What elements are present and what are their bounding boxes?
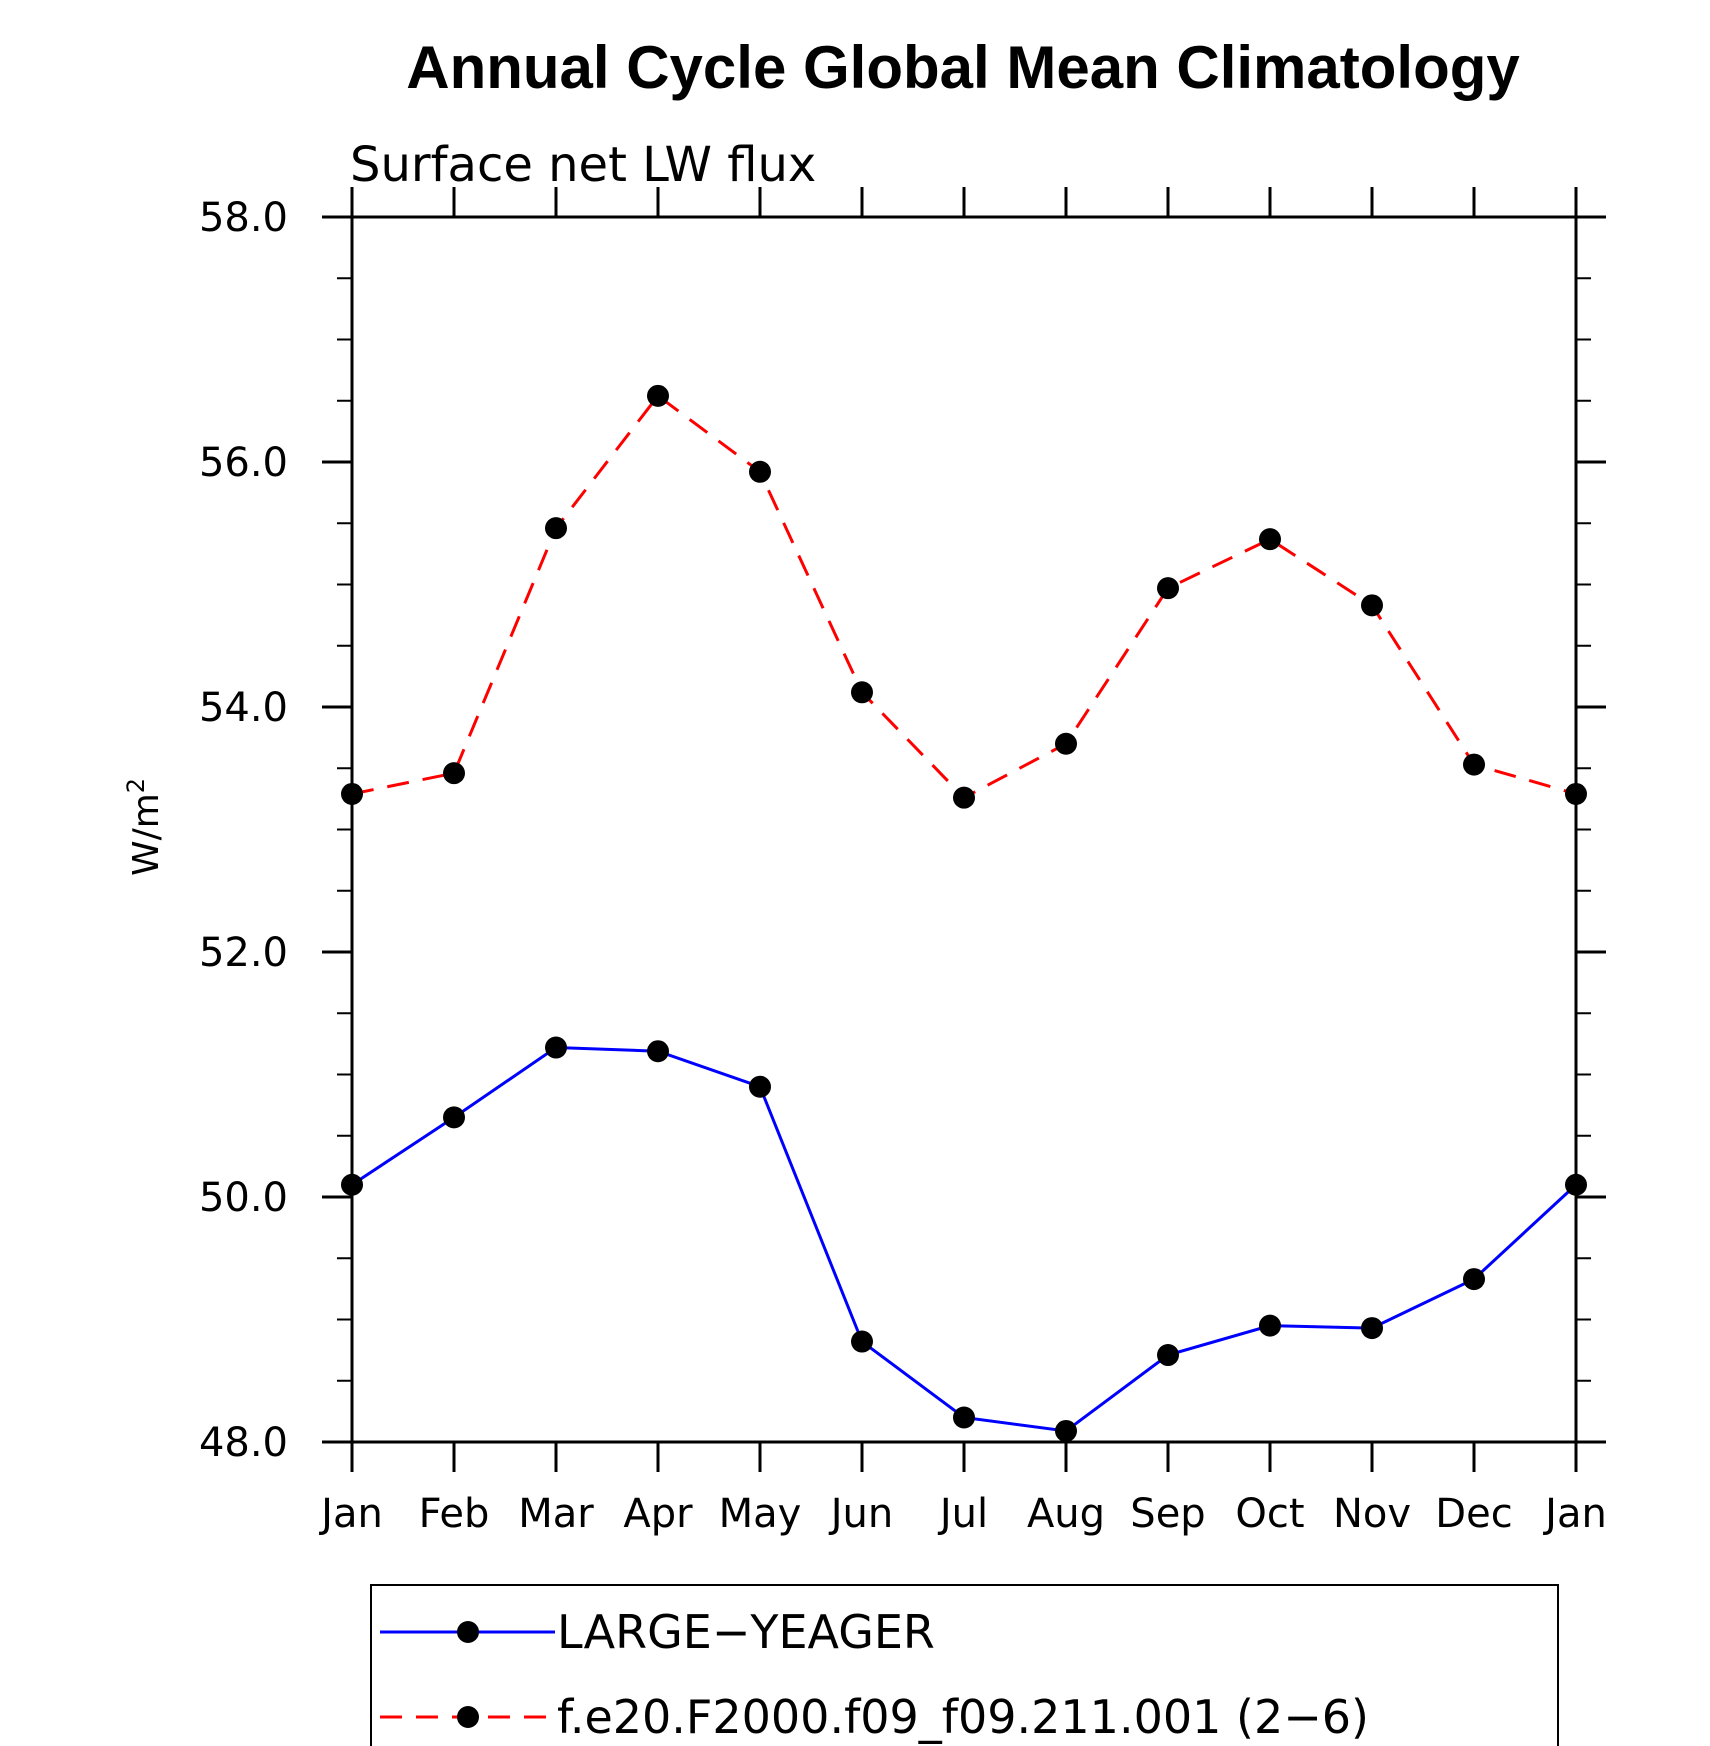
y-axis-label: W/m2 xyxy=(122,778,167,876)
chart-title: Annual Cycle Global Mean Climatology xyxy=(406,34,1520,101)
series-1-point xyxy=(1259,528,1281,551)
series-1-point xyxy=(1565,782,1587,805)
y-tick-label: 50.0 xyxy=(199,1175,288,1221)
x-tick-label: Dec xyxy=(1435,1491,1512,1537)
legend-box xyxy=(370,1584,1559,1746)
series-0-point xyxy=(1157,1344,1179,1367)
series-0-point xyxy=(1463,1268,1485,1291)
x-tick-label: Jun xyxy=(828,1491,894,1537)
x-tick-label: Mar xyxy=(518,1491,594,1537)
series-0-point xyxy=(647,1040,669,1063)
series-layer xyxy=(341,384,1587,1442)
y-tick-label: 54.0 xyxy=(199,685,288,731)
series-1-point xyxy=(953,786,975,809)
series-1-point xyxy=(341,782,363,805)
series-1-point xyxy=(647,384,669,407)
series-line-0 xyxy=(351,1046,1578,1433)
y-tick-label: 52.0 xyxy=(199,930,288,976)
legend-marker-0 xyxy=(457,1621,479,1643)
legend-label-0: LARGE−YEAGER xyxy=(557,1605,935,1659)
chart-subtitle: Surface net LW flux xyxy=(350,137,816,193)
series-0-point xyxy=(443,1106,465,1129)
x-tick-label: Jan xyxy=(1542,1491,1607,1537)
x-tick-label: Feb xyxy=(419,1491,490,1537)
series-1-point xyxy=(443,762,465,785)
series-0-point xyxy=(1565,1173,1587,1196)
x-tick-label: May xyxy=(719,1491,802,1537)
x-tick-label: Sep xyxy=(1130,1491,1205,1537)
y-axis-label-superscript: 2 xyxy=(122,778,150,793)
series-0-point xyxy=(851,1330,873,1353)
axis-ticks xyxy=(322,187,1606,1472)
series-0-point xyxy=(1055,1419,1077,1442)
legend: LARGE−YEAGER f.e20.F2000.f09_f09.211.001 … xyxy=(370,1584,1559,1746)
series-line-1 xyxy=(351,393,1577,800)
series-0-point xyxy=(1259,1314,1281,1337)
series-0-point xyxy=(341,1173,363,1196)
series-1-point xyxy=(1055,732,1077,755)
series-1-point xyxy=(1361,594,1383,617)
series-1-point xyxy=(851,681,873,704)
series-0-point xyxy=(749,1075,771,1098)
series-1-point xyxy=(749,460,771,483)
x-tick-label: Jan xyxy=(318,1491,383,1537)
series-0-point xyxy=(545,1036,567,1059)
x-tick-label: Oct xyxy=(1235,1491,1304,1537)
x-tick-label: Nov xyxy=(1333,1491,1411,1537)
series-1-point xyxy=(1463,753,1485,776)
x-tick-label: Apr xyxy=(623,1491,693,1537)
series-0-point xyxy=(1361,1317,1383,1340)
x-tick-label: Jul xyxy=(937,1491,988,1537)
x-tick-label: Aug xyxy=(1027,1491,1105,1537)
y-tick-label: 58.0 xyxy=(199,195,288,241)
series-0-point xyxy=(953,1406,975,1429)
axis-tick-labels: Jan Feb Mar Apr May Jun Jul Aug Sep Oct Nov Dec Jan 4… xyxy=(199,195,1607,1537)
series-1-point xyxy=(1157,577,1179,600)
plot-frame xyxy=(350,215,1578,1444)
y-tick-label: 48.0 xyxy=(199,1420,288,1466)
legend-label-1: f.e20.F2000.f09_f09.211.001 (2−6) xyxy=(557,1690,1369,1744)
series-1-point xyxy=(545,517,567,540)
y-tick-label: 56.0 xyxy=(199,440,288,486)
y-axis-label-base: W/m xyxy=(126,793,167,876)
legend-marker-1 xyxy=(457,1706,479,1728)
